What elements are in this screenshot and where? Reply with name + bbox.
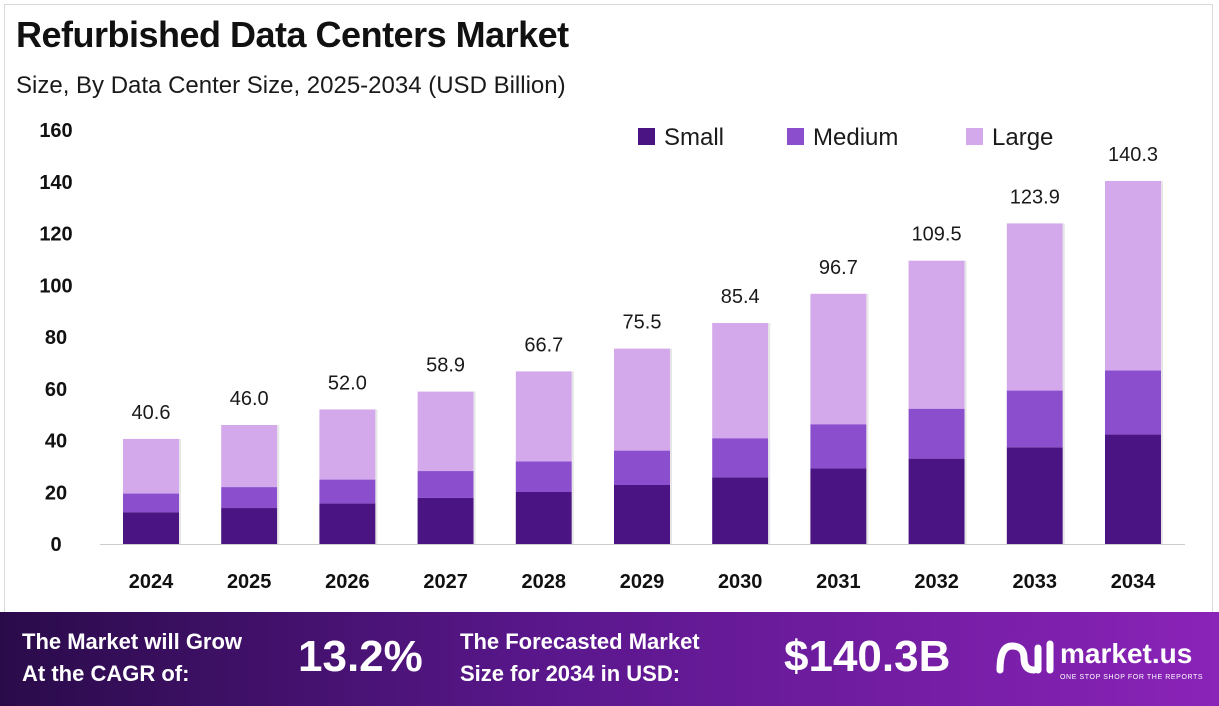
chart-subtitle: Size, By Data Center Size, 2025-2034 (US… <box>16 72 566 99</box>
bar-shadow <box>277 424 280 544</box>
x-tick-label: 2030 <box>718 571 763 593</box>
brand-tagline: ONE STOP SHOP FOR THE REPORTS <box>1060 674 1204 681</box>
bar-segment-medium <box>712 438 769 478</box>
brand-name: market.us <box>1060 638 1193 669</box>
x-tick-label: 2032 <box>914 571 959 593</box>
bar-shadow <box>375 409 378 544</box>
stacked-bar-chart: 0 20 40 60 80 100 120 140 160 40.6 2024 46.0 2025 52.… <box>39 120 1185 593</box>
y-tick-label: 160 <box>39 120 72 142</box>
y-tick-label: 40 <box>45 431 67 453</box>
bar-total-label: 66.7 <box>524 334 563 356</box>
bar-segment-large <box>123 438 179 494</box>
cagr-label-line1: The Market will Grow <box>22 629 243 654</box>
legend-label-medium: Medium <box>813 124 898 151</box>
bar-segment-medium <box>319 479 376 504</box>
bar-segment-large <box>515 371 572 462</box>
bar-shadow <box>964 260 967 544</box>
bar-segment-medium <box>1105 370 1161 435</box>
legend-label-large: Large <box>992 124 1053 151</box>
bar-segment-large <box>614 348 670 451</box>
y-tick-label: 120 <box>39 224 72 246</box>
bar-segment-small <box>1006 447 1063 544</box>
bar-segment-small <box>417 497 474 544</box>
y-tick-label: 80 <box>45 327 67 349</box>
bar-shadow <box>768 323 771 544</box>
bar-segment-medium <box>908 408 965 459</box>
bar-total-label: 40.6 <box>132 402 171 424</box>
legend-swatch-large <box>966 128 983 145</box>
legend-swatch-medium <box>787 128 804 145</box>
bar-segment-medium <box>1006 390 1063 448</box>
y-tick-label: 140 <box>39 172 72 194</box>
bar-segment-large <box>319 409 376 480</box>
bar-total-label: 58.9 <box>426 355 465 377</box>
bar-shadow <box>571 371 574 544</box>
cagr-label: The Market will Grow At the CAGR of: <box>22 626 242 690</box>
bar-total-label: 85.4 <box>721 286 760 308</box>
x-tick-label: 2027 <box>423 571 468 593</box>
bar-shadow <box>1062 223 1065 544</box>
bar-total-label: 96.7 <box>819 257 858 279</box>
bar-segment-small <box>712 477 769 544</box>
bar-shadow <box>473 391 476 544</box>
forecast-label-line1: The Forecasted Market <box>460 629 700 654</box>
bar-segment-small <box>908 458 965 544</box>
x-tick-label: 2028 <box>522 571 567 593</box>
footer-banner: The Market will Grow At the CAGR of: 13.… <box>0 612 1219 706</box>
forecast-label-line2: Size for 2034 in USD: <box>460 661 681 686</box>
chart-title: Refurbished Data Centers Market <box>16 14 569 55</box>
x-tick-label: 2031 <box>816 571 861 593</box>
bar-segment-large <box>908 260 965 409</box>
bar-segment-large <box>1006 223 1063 391</box>
bar-segment-medium <box>515 461 572 492</box>
bar-segment-large <box>810 293 867 425</box>
cagr-value: 13.2% <box>298 632 423 681</box>
forecast-value: $140.3B <box>784 632 951 681</box>
bar-shadow <box>866 293 869 544</box>
bar-segment-small <box>123 512 179 544</box>
x-tick-label: 2029 <box>620 571 665 593</box>
bar-segment-medium <box>810 424 867 469</box>
bar-segment-large <box>1105 180 1161 371</box>
bar-segment-medium <box>123 493 179 513</box>
bar-segment-large <box>221 424 278 488</box>
bar-total-label: 109.5 <box>912 224 962 246</box>
bar-total-label: 46.0 <box>230 388 269 410</box>
bar-shadow <box>1161 180 1163 544</box>
bar-segment-small <box>319 503 376 544</box>
y-tick-label: 0 <box>50 534 61 556</box>
bar-segment-small <box>1105 434 1161 544</box>
bar-shadow <box>670 348 672 544</box>
bar-segment-medium <box>417 471 474 498</box>
brand-logo[interactable]: market.us ONE STOP SHOP FOR THE REPORTS <box>996 634 1218 688</box>
bar-total-label: 140.3 <box>1108 144 1158 166</box>
bar-total-label: 52.0 <box>328 372 367 394</box>
x-tick-label: 2025 <box>227 571 272 593</box>
x-tick-label: 2033 <box>1013 571 1058 593</box>
bar-segment-small <box>221 508 278 544</box>
bar-segment-large <box>417 391 474 472</box>
bar-shadow <box>179 438 181 544</box>
bar-segment-medium <box>614 450 670 486</box>
y-tick-label: 60 <box>45 379 67 401</box>
bar-segment-small <box>614 485 670 544</box>
legend-label-small: Small <box>664 124 724 151</box>
y-tick-label: 100 <box>39 275 72 297</box>
market-us-logo-icon <box>996 640 1054 674</box>
forecast-label: The Forecasted Market Size for 2034 in U… <box>460 626 700 690</box>
x-tick-label: 2026 <box>325 571 370 593</box>
bar-segment-small <box>810 468 867 544</box>
x-tick-label: 2024 <box>129 571 174 593</box>
bar-total-label: 75.5 <box>623 312 662 334</box>
chart-frame <box>4 4 1213 612</box>
bar-segment-small <box>515 491 572 544</box>
cagr-label-line2: At the CAGR of: <box>22 661 190 686</box>
y-tick-label: 20 <box>45 482 67 504</box>
bar-segment-medium <box>221 487 278 509</box>
bar-segment-large <box>712 323 769 439</box>
legend-swatch-small <box>638 128 655 145</box>
x-tick-label: 2034 <box>1111 571 1156 593</box>
bar-total-label: 123.9 <box>1010 186 1060 208</box>
